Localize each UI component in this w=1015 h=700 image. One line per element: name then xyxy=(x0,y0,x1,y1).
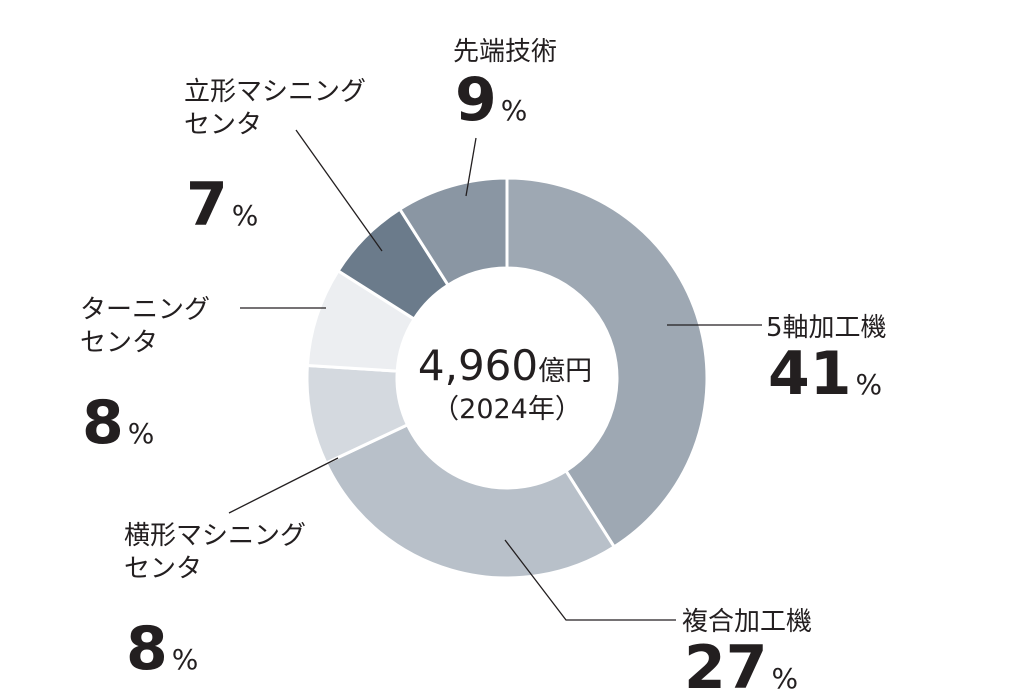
center-label: 4,960億円 （2024年） xyxy=(418,341,592,425)
category-name: 先端技術 xyxy=(453,37,557,67)
category-name: センタ xyxy=(184,110,262,140)
donut-slice xyxy=(324,422,617,580)
leader-line xyxy=(228,457,339,514)
category-name: センタ xyxy=(80,328,158,358)
leader-line xyxy=(295,129,383,252)
center-unit: 億円 xyxy=(538,356,592,387)
center-total: 4,960 xyxy=(418,341,538,390)
percent-value: 7% xyxy=(186,170,258,240)
center-total-text: 4,960億円 xyxy=(418,341,592,390)
percent-value: 8% xyxy=(82,388,154,458)
category-name: 複合加工機 xyxy=(682,607,812,637)
donut-slice xyxy=(397,176,509,288)
donut-slice xyxy=(505,176,709,549)
category-name: 立形マシニング xyxy=(184,77,366,107)
percent-value: 8% xyxy=(126,614,198,684)
leader-line xyxy=(465,137,477,197)
category-name: ターニング xyxy=(80,295,210,325)
percent-value: 27% xyxy=(684,633,798,700)
percent-value: 9% xyxy=(455,65,527,135)
category-name: 5軸加工機 xyxy=(766,313,887,343)
center-year: （2024年） xyxy=(432,394,582,425)
category-name: 横形マシニング xyxy=(124,521,306,551)
donut-slices xyxy=(305,176,709,580)
percent-value: 41% xyxy=(768,339,882,409)
leader-lines xyxy=(228,129,762,621)
category-name: センタ xyxy=(124,554,202,584)
leader-line xyxy=(504,539,676,621)
